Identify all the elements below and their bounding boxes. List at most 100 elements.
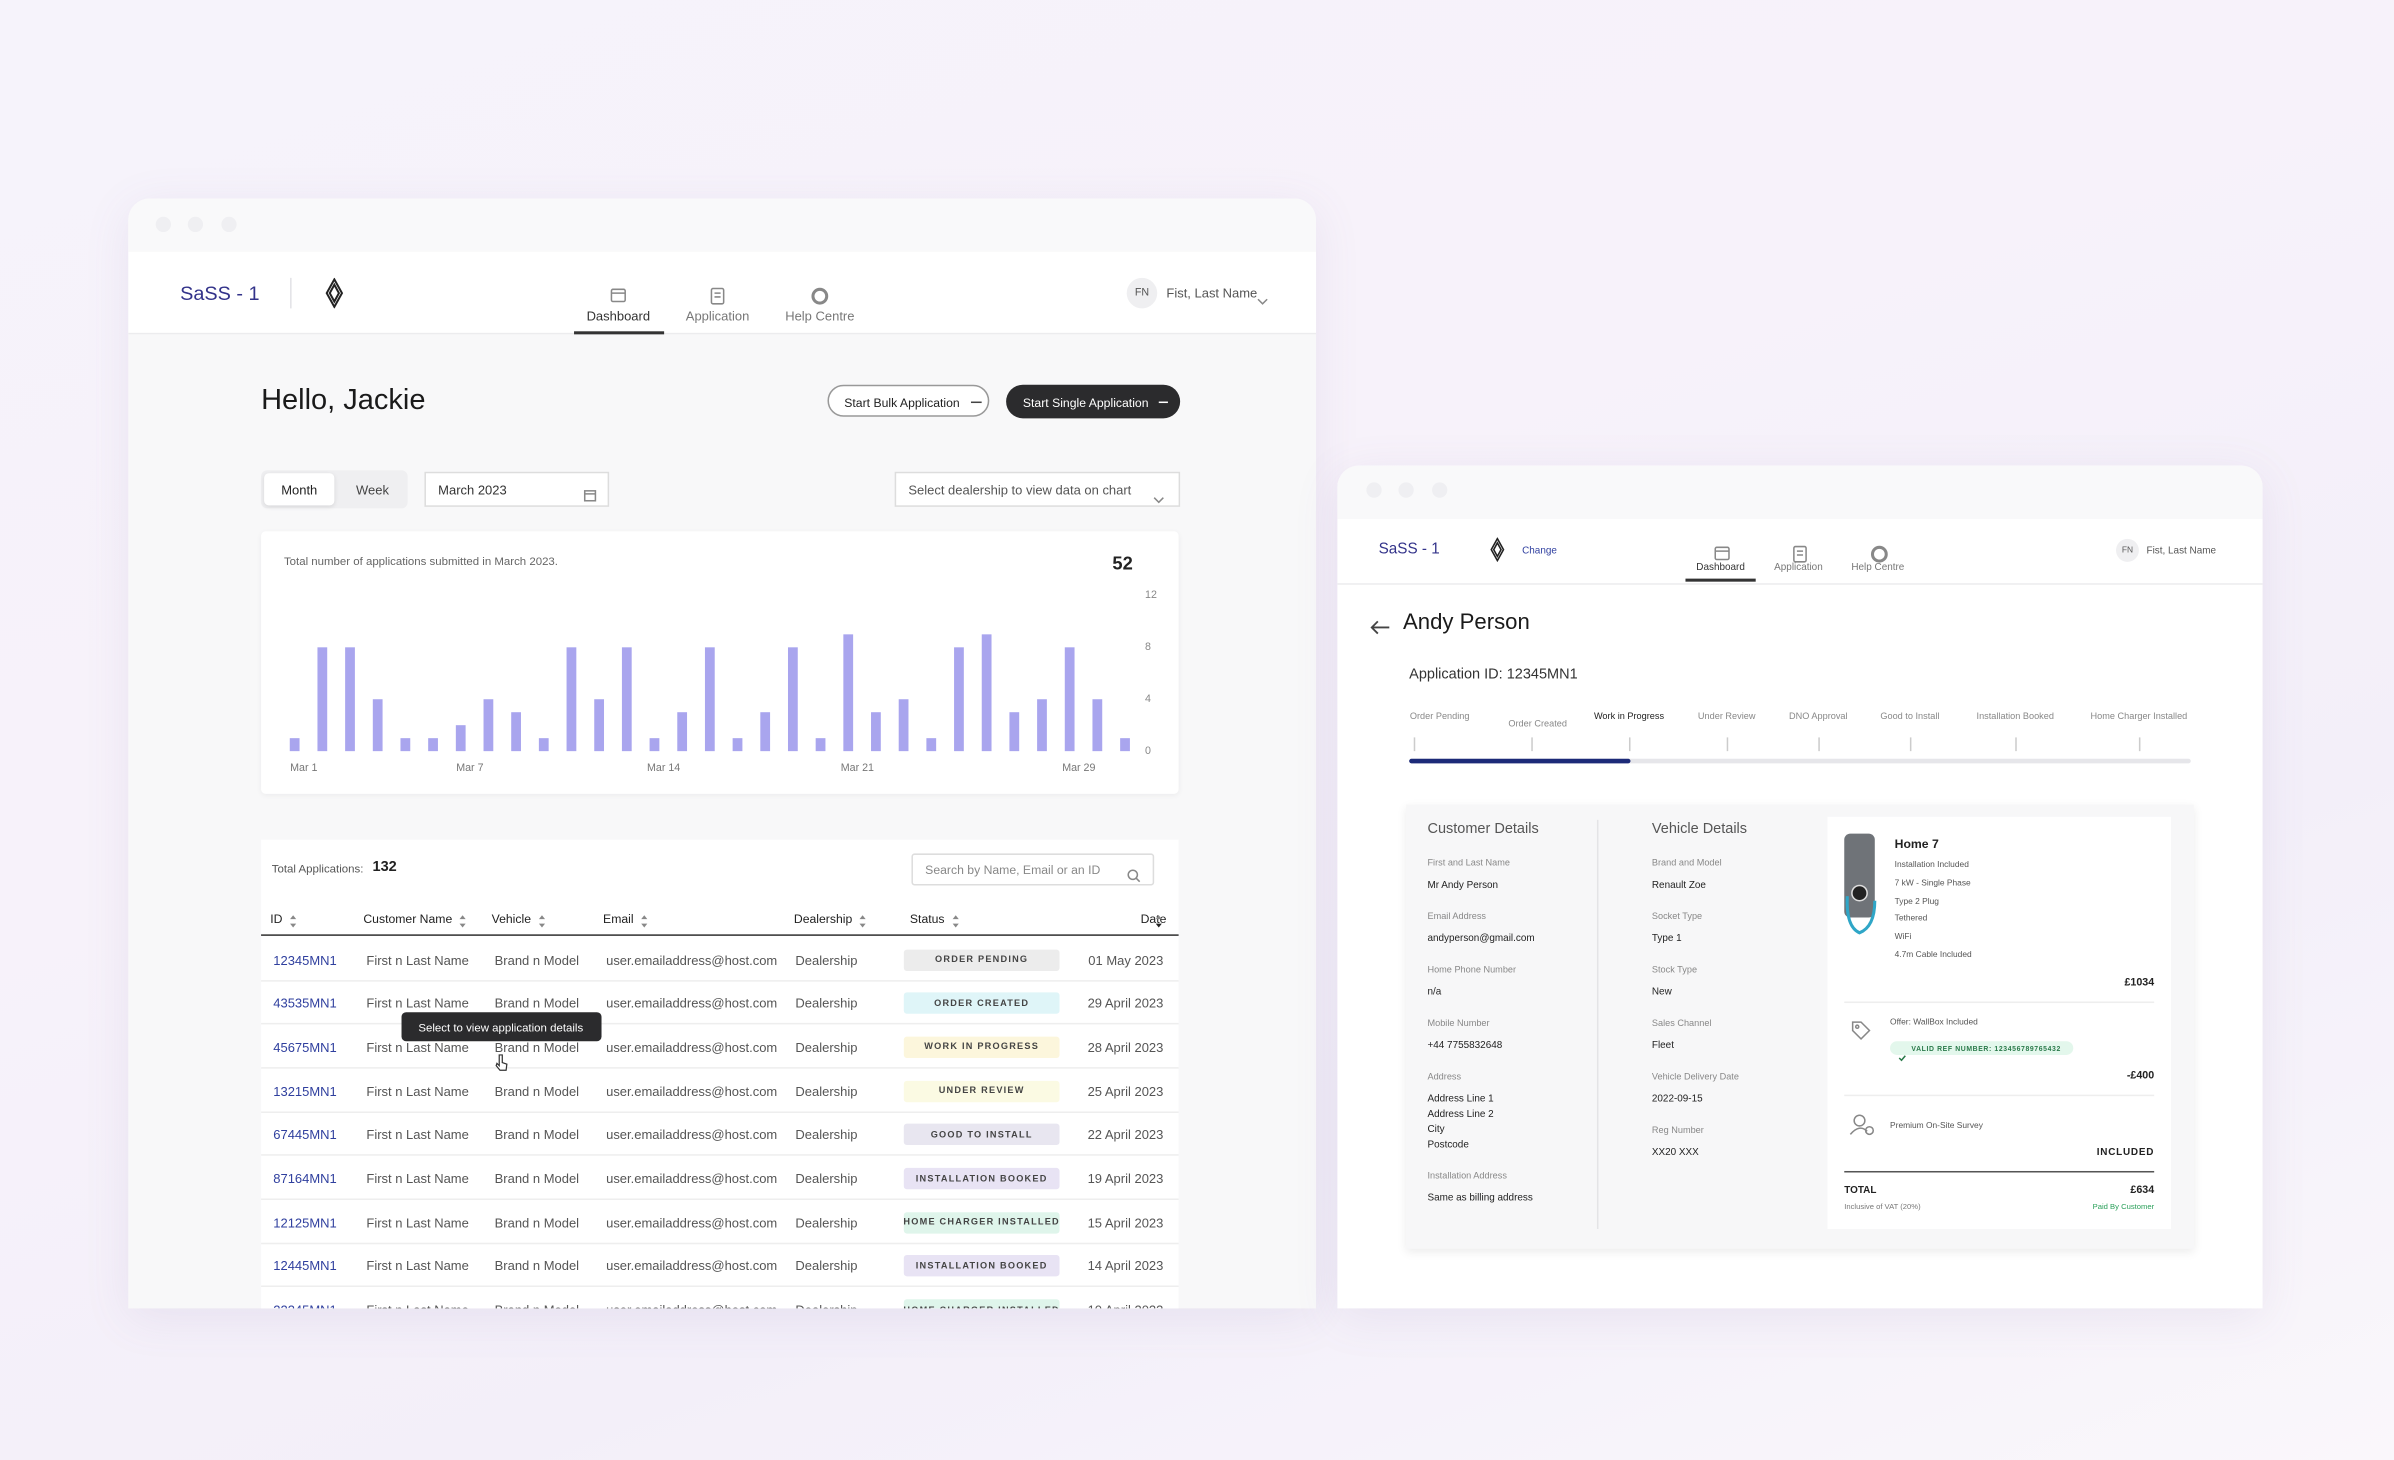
total-label: TOTAL xyxy=(1844,1184,1877,1196)
table-row[interactable] xyxy=(261,1245,1179,1288)
bar xyxy=(566,647,577,752)
progress-step: Order Pending xyxy=(1409,712,1470,723)
date-picker-value: March 2023 xyxy=(438,481,507,497)
application-id[interactable]: 43535MN1 xyxy=(273,995,337,1011)
progress-step: Order Created xyxy=(1508,720,1567,730)
avatar xyxy=(1126,277,1158,309)
application-id[interactable]: 45675MN1 xyxy=(273,1039,337,1055)
header xyxy=(1337,519,2263,585)
progress-step: Under Review xyxy=(1697,712,1756,723)
status-pill xyxy=(903,1299,1060,1309)
date: 28 April 2023 xyxy=(1087,1039,1164,1055)
nav-item[interactable]: Application xyxy=(685,308,750,324)
customer-name: First n Last Name xyxy=(366,951,469,968)
step-tick xyxy=(1413,737,1415,752)
application-id[interactable]: 87164MN1 xyxy=(273,1170,337,1187)
change-link[interactable]: Change xyxy=(1522,545,1557,557)
nav-item[interactable]: Dashboard xyxy=(1696,562,1745,574)
vehicle: Brand n Model xyxy=(494,1170,580,1187)
table-row[interactable] xyxy=(261,938,1179,981)
bar xyxy=(981,634,992,752)
date: 19 April 2023 xyxy=(1087,1170,1164,1187)
email: user.emailaddress@host.com xyxy=(606,1127,778,1143)
email: user.emailaddress@host.com xyxy=(606,1302,777,1308)
window-dot xyxy=(1398,482,1414,498)
table-row[interactable] xyxy=(261,982,1179,1025)
table-row[interactable] xyxy=(261,1157,1179,1200)
table-row[interactable] xyxy=(261,1070,1179,1113)
vehicle: Brand n Model xyxy=(494,1083,580,1099)
column-header[interactable]: Vehicle xyxy=(491,911,531,926)
offer-text: Offer: WallBox Included xyxy=(1890,1017,1978,1027)
field-label: Vehicle Delivery Date xyxy=(1651,1073,1739,1083)
bar xyxy=(787,647,798,752)
user-name[interactable]: Fist, Last Name xyxy=(1166,285,1258,301)
header-rule xyxy=(261,934,1179,937)
progress-fill xyxy=(1409,758,1631,764)
column-header[interactable]: ID xyxy=(270,911,283,926)
table-row[interactable] xyxy=(261,1201,1179,1244)
email: user.emailaddress@host.com xyxy=(606,995,778,1011)
step-tick xyxy=(1628,737,1631,752)
charger-image xyxy=(1841,832,1881,936)
table-row[interactable] xyxy=(261,1113,1179,1157)
table-row[interactable] xyxy=(261,1026,1179,1069)
window-dot xyxy=(221,216,237,233)
sort-icon xyxy=(1154,910,1163,928)
date-picker[interactable] xyxy=(424,471,610,507)
step-tick xyxy=(1726,737,1728,752)
total-value: 132 xyxy=(372,858,397,876)
application-id[interactable]: 12445MN1 xyxy=(273,1258,337,1274)
tab[interactable]: Week xyxy=(356,481,389,497)
field-value: 2022-09-15 xyxy=(1651,1093,1703,1105)
column-header[interactable]: Customer Name xyxy=(363,911,453,926)
application-id[interactable]: 12125MN1 xyxy=(273,1214,337,1231)
tab[interactable]: Month xyxy=(281,481,318,497)
customer-name: Andy Person xyxy=(1403,610,1530,636)
customer-name: First n Last Name xyxy=(366,1170,469,1187)
product-feature: Type 2 Plug xyxy=(1894,897,1939,907)
sort-icon xyxy=(289,910,298,928)
user-name[interactable]: Fist, Last Name xyxy=(2146,545,2217,556)
column-header[interactable]: Status xyxy=(909,911,945,926)
bulk-button-label: Start Bulk Application xyxy=(844,395,960,410)
bar xyxy=(400,738,411,752)
sort-icon xyxy=(537,910,546,928)
field-label: Reg Number xyxy=(1651,1126,1704,1136)
field-value: Same as billing address xyxy=(1427,1193,1533,1204)
bulk-button[interactable] xyxy=(827,384,990,417)
ref-pill xyxy=(1890,1041,2074,1055)
x-tick-label: Mar 29 xyxy=(1062,762,1095,774)
search-placeholder: Search by Name, Email or an ID xyxy=(925,862,1101,877)
nav-icon xyxy=(1791,544,1809,563)
nav-item[interactable]: Help Centre xyxy=(785,308,855,324)
bar xyxy=(289,738,300,752)
application-id[interactable]: 12345MN1 xyxy=(273,951,337,968)
bar xyxy=(1092,699,1103,752)
single-button[interactable] xyxy=(1006,384,1181,419)
customer-name: First n Last Name xyxy=(366,1302,468,1308)
column-header[interactable]: Email xyxy=(603,911,634,926)
nav-item[interactable]: Help Centre xyxy=(1851,562,1905,574)
date: 14 April 2023 xyxy=(1087,1258,1164,1274)
nav-item[interactable]: Application xyxy=(1774,562,1823,574)
search-box[interactable] xyxy=(911,853,1155,886)
column-header[interactable]: Date xyxy=(1140,911,1167,926)
application-id[interactable]: 13215MN1 xyxy=(273,1083,337,1099)
step-tick xyxy=(1909,737,1912,752)
nav-icon xyxy=(1713,544,1731,562)
dealership: Dealership xyxy=(795,1302,857,1308)
customer-name: First n Last Name xyxy=(366,1214,469,1231)
column-divider xyxy=(1596,819,1599,1229)
column-header[interactable]: Dealership xyxy=(793,911,853,926)
status-label: HOME CHARGER INSTALLED xyxy=(903,1306,1059,1308)
bar xyxy=(954,647,964,752)
field-label: Stock Type xyxy=(1651,966,1698,976)
status-pill xyxy=(903,1124,1060,1146)
application-id[interactable]: 22345MN1 xyxy=(273,1302,337,1308)
application-id[interactable]: 67445MN1 xyxy=(273,1127,337,1143)
nav-item[interactable]: Dashboard xyxy=(586,308,651,324)
product-card xyxy=(1827,816,2171,1229)
y-tick-label: 4 xyxy=(1145,693,1151,705)
dealership-select[interactable] xyxy=(894,471,1181,507)
